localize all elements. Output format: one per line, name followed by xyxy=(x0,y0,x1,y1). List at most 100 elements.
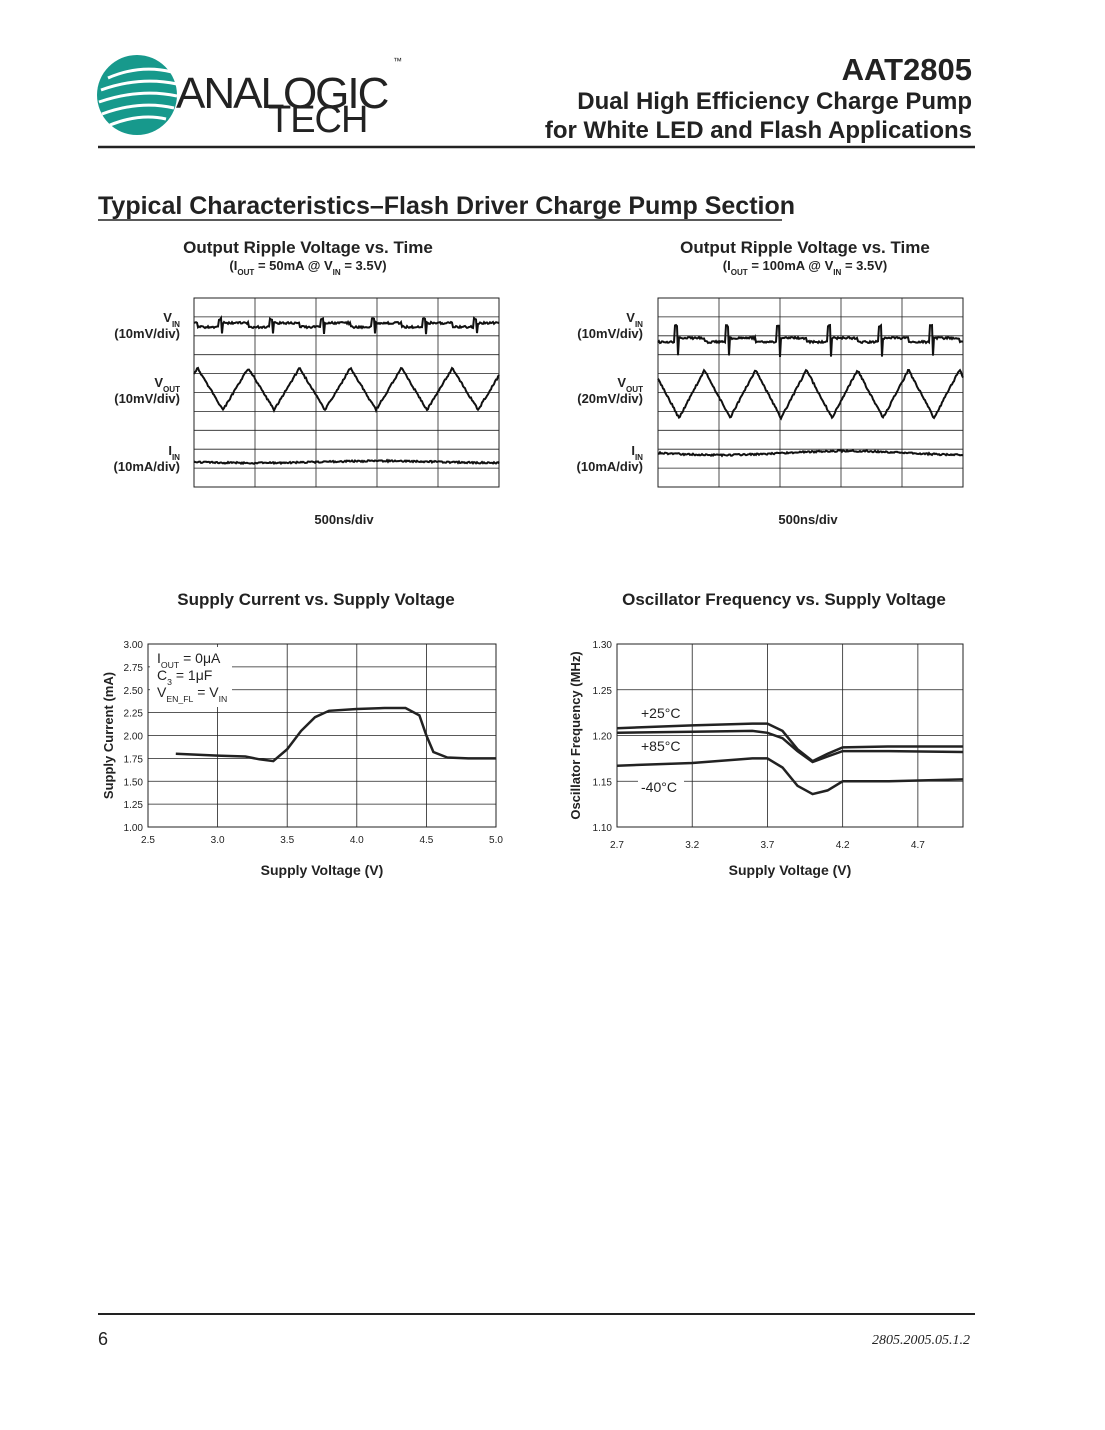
chart-title: Oscillator Frequency vs. Supply Voltage xyxy=(622,590,946,609)
trace-label-part: V xyxy=(617,375,626,390)
series-label-bg xyxy=(638,738,684,755)
trace-label-part: V xyxy=(163,310,172,325)
y-tick-label: 2.75 xyxy=(124,663,144,674)
plot-subtitle-part: = 50mA @ V xyxy=(254,258,333,273)
doc-code: 2805.2005.05.1.2 xyxy=(872,1333,970,1348)
plot-title: Output Ripple Voltage vs. Time xyxy=(183,238,433,257)
x-tick-label: 4.0 xyxy=(350,835,364,846)
trace-label-part: IN xyxy=(635,453,643,462)
x-tick-label: 3.0 xyxy=(211,835,225,846)
annotation: VEN_FL = VIN xyxy=(157,684,227,704)
part-number: AAT2805 xyxy=(842,52,972,87)
annotation-part: = 1μF xyxy=(172,667,212,683)
logo-stripes xyxy=(98,67,178,127)
data-line xyxy=(175,706,496,763)
trace-scale: (10mV/div) xyxy=(114,391,180,406)
trace-label-part: IN xyxy=(172,320,180,329)
section-title: Typical Characteristics–Flash Driver Cha… xyxy=(98,192,795,220)
trace-scale: (10mA/div) xyxy=(577,459,643,474)
data-line xyxy=(616,757,964,796)
y-tick-label: 1.30 xyxy=(593,640,613,651)
trace-scale: (20mV/div) xyxy=(577,391,643,406)
y-tick-label: 2.00 xyxy=(124,732,144,743)
x-tick-label: 3.7 xyxy=(760,840,774,851)
series-label-bg xyxy=(638,779,684,796)
trace-label-part: IN xyxy=(172,453,180,462)
time-scale: 500ns/div xyxy=(314,512,374,527)
plot-subtitle-part: OUT xyxy=(237,268,254,277)
x-tick-label: 3.5 xyxy=(280,835,294,846)
trademark: ™ xyxy=(393,56,402,66)
y-tick-label: 1.25 xyxy=(124,800,144,811)
y-tick-label: 1.10 xyxy=(593,823,613,834)
x-axis-label: Supply Voltage (V) xyxy=(729,862,852,878)
trace-label: IIN xyxy=(168,443,180,462)
y-tick-label: 1.15 xyxy=(593,777,613,788)
logo-text: ANALOGIC xyxy=(176,69,389,118)
data-line xyxy=(616,729,964,764)
time-scale: 500ns/div xyxy=(778,512,838,527)
trace-scale: (10mA/div) xyxy=(114,459,180,474)
series-label-bg xyxy=(638,705,684,722)
y-tick-label: 2.25 xyxy=(124,709,144,720)
data-line xyxy=(616,722,963,763)
trace-label: VOUT xyxy=(154,375,180,394)
plot-subtitle-part: (I xyxy=(723,258,731,273)
doc-title: for White LED and Flash Applications xyxy=(545,117,972,144)
plot-title: Output Ripple Voltage vs. Time xyxy=(680,238,930,257)
trace-label: VIN xyxy=(163,310,180,329)
logo: ANALOGIC TECH ™ xyxy=(97,55,402,141)
plot-frame xyxy=(147,643,497,828)
trace-label-part: IN xyxy=(635,320,643,329)
annotation-part: V xyxy=(157,684,167,700)
doc-title: Dual High Efficiency Charge Pump xyxy=(577,88,972,115)
annotation-part: = V xyxy=(193,684,219,700)
series-label: +85°C xyxy=(641,738,680,754)
annotation-part: EN_FL xyxy=(166,694,193,704)
y-tick-label: 1.20 xyxy=(593,732,613,743)
trace-label-part: V xyxy=(626,310,635,325)
annotation: IOUT = 0μA xyxy=(157,650,221,670)
annotation-part: C xyxy=(157,667,167,683)
x-tick-label: 4.7 xyxy=(911,840,925,851)
annotation-part: I xyxy=(157,650,161,666)
waveform xyxy=(657,368,964,421)
series-label: +25°C xyxy=(641,705,680,721)
logo-text: TECH xyxy=(268,99,367,141)
plot-subtitle-part: = 100mA @ V xyxy=(748,258,834,273)
trace-label-part: OUT xyxy=(163,385,180,394)
waveform xyxy=(193,366,500,414)
annotation-part: = 0μA xyxy=(179,650,221,666)
y-tick-label: 1.75 xyxy=(124,754,144,765)
trace-label: VOUT xyxy=(617,375,643,394)
y-tick-label: 3.00 xyxy=(124,640,144,651)
x-axis-label: Supply Voltage (V) xyxy=(261,862,384,878)
waveform xyxy=(193,314,500,335)
waveform xyxy=(193,458,500,466)
trace-label-part: OUT xyxy=(626,385,643,394)
waveform xyxy=(658,448,964,458)
plot-subtitle: (IOUT = 50mA @ VIN = 3.5V) xyxy=(229,258,386,277)
trace-label: VIN xyxy=(626,310,643,329)
plot-frame xyxy=(616,643,964,828)
x-tick-label: 2.7 xyxy=(610,840,624,851)
plot-subtitle-part: IN xyxy=(833,268,841,277)
annotation-box xyxy=(150,647,232,707)
x-tick-label: 3.2 xyxy=(685,840,699,851)
trace-label-part: V xyxy=(154,375,163,390)
trace-scale: (10mV/div) xyxy=(114,326,180,341)
y-axis-label: Oscillator Frequency (MHz) xyxy=(568,651,583,819)
chart-title: Supply Current vs. Supply Voltage xyxy=(177,590,454,609)
plot-subtitle-part: (I xyxy=(229,258,237,273)
page-number: 6 xyxy=(98,1329,108,1349)
annotation-part: OUT xyxy=(161,660,180,670)
annotation: C3 = 1μF xyxy=(157,667,212,687)
plot-subtitle-part: = 3.5V) xyxy=(341,258,387,273)
plot-subtitle: (IOUT = 100mA @ VIN = 3.5V) xyxy=(723,258,887,277)
y-tick-label: 1.25 xyxy=(593,686,613,697)
y-tick-label: 1.00 xyxy=(124,823,144,834)
trace-label-part: I xyxy=(631,443,635,458)
annotation-part: 3 xyxy=(167,677,172,687)
